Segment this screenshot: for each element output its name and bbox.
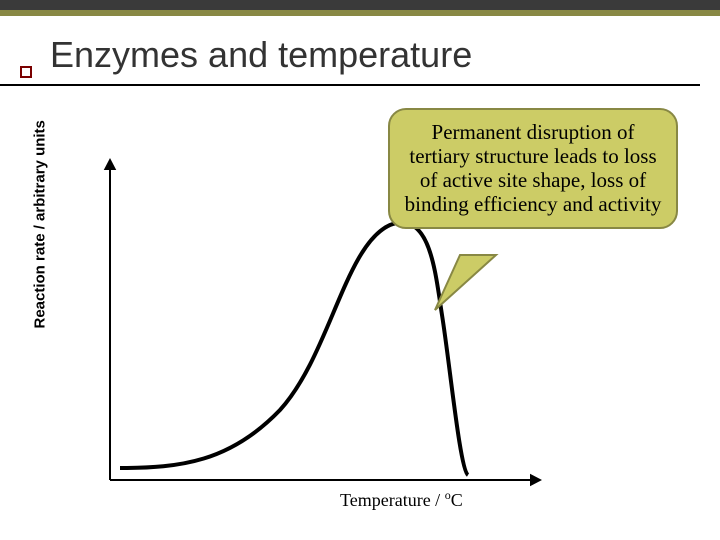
title-underline [0,84,700,86]
x-label-prefix: Temperature / [340,490,445,510]
title-area: Enzymes and temperature [0,16,720,84]
x-axis-label: Temperature / oC [340,488,463,511]
y-axis-arrow-icon [104,158,117,170]
callout-bubble: Permanent disruption of tertiary structu… [388,108,678,229]
title-marker-icon [20,66,32,78]
reaction-curve [120,223,468,475]
x-label-unit: C [451,490,463,510]
page-title: Enzymes and temperature [50,34,690,76]
top-decorative-bar [0,0,720,10]
y-axis-label: Reaction rate / arbitrary units [32,120,49,328]
x-axis-arrow-icon [530,474,542,487]
callout-text: Permanent disruption of tertiary structu… [405,120,662,216]
